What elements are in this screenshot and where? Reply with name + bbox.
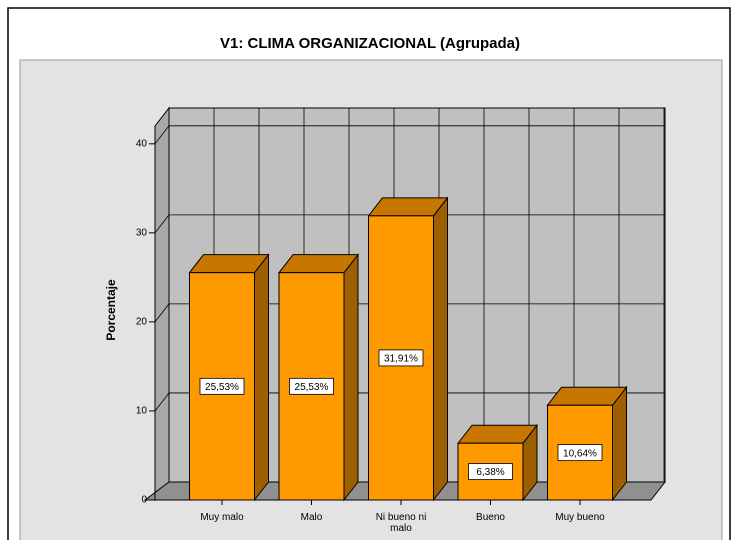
bar-top [546,386,628,406]
grid-line-side [154,392,170,412]
bar-side [433,196,448,502]
value-label-box [557,444,603,462]
value-label-box [378,349,424,367]
value-label: 10,64% [563,448,597,459]
bar-side [254,253,269,502]
y-tick-label: 40 [136,138,148,149]
chart-title: V1: CLIMA ORGANIZACIONAL (Agrupada) [220,35,520,52]
value-label: 25,53% [295,382,329,393]
y-tick-label: 10 [136,406,148,417]
grid-line-side [154,125,170,145]
y-axis-label: Porcentaje [104,279,118,341]
value-label: 25,53% [205,382,239,393]
bar-top [456,424,539,444]
x-tick-label: Muy malo [200,512,244,523]
bar-top [188,254,270,274]
value-label-box [468,463,513,480]
value-label: 6,38% [476,467,504,478]
y-tick-label: 30 [136,227,148,238]
bar-side [343,253,359,502]
x-tick-label: Bueno [476,512,505,523]
value-label: 31,91% [384,354,418,365]
bar-side [612,385,627,502]
grid-line-side [154,214,170,234]
grid-line-side [154,303,170,323]
value-label-box [199,377,245,395]
x-tick-label: Muy bueno [555,512,605,523]
bar-top [277,254,360,274]
left-wall [154,106,170,502]
bar-top [367,197,449,217]
value-label-box [289,377,334,395]
y-tick-label: 20 [136,317,148,328]
x-tick-label: Malo [300,512,323,523]
x-tick-label: Ni bueno ni malo [375,512,427,534]
